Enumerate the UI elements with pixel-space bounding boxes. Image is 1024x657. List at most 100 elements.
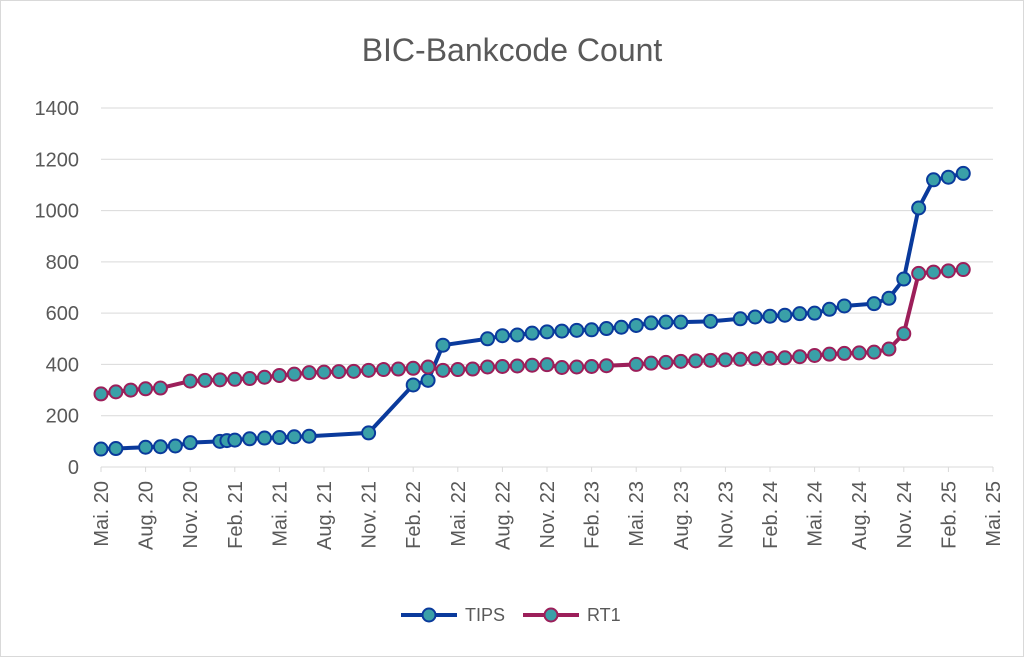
x-tick-label: Feb. 25: [938, 481, 960, 549]
y-tick-label: 1200: [35, 149, 80, 171]
data-point-rt1: [182, 373, 198, 389]
data-point-rt1: [152, 380, 168, 396]
x-tick-label: Nov. 20: [180, 481, 202, 548]
data-point-rt1: [747, 351, 763, 367]
data-point-rt1: [821, 346, 837, 362]
x-tick-label: Nov. 22: [537, 481, 559, 548]
x-tick-label: Aug. 20: [136, 481, 158, 550]
data-point-rt1: [227, 371, 243, 387]
data-point-tips: [405, 377, 421, 393]
data-point-rt1: [257, 369, 273, 385]
legend-marker-tips: [421, 607, 437, 623]
data-point-rt1: [271, 367, 287, 383]
data-point-rt1: [375, 362, 391, 378]
data-point-tips: [584, 322, 600, 338]
data-point-tips: [242, 431, 258, 447]
data-point-tips: [420, 372, 436, 388]
data-point-rt1: [480, 359, 496, 375]
legend-label-tips: TIPS: [465, 605, 505, 625]
data-point-tips: [643, 315, 659, 331]
y-tick-label: 400: [46, 354, 79, 376]
data-point-tips: [777, 307, 793, 323]
data-point-tips: [673, 314, 689, 330]
data-point-tips: [628, 317, 644, 333]
data-point-tips: [138, 439, 154, 455]
y-tick-label: 0: [68, 457, 79, 479]
data-point-rt1: [777, 350, 793, 366]
data-point-rt1: [390, 361, 406, 377]
data-point-tips: [762, 308, 778, 324]
data-point-rt1: [242, 371, 258, 387]
data-point-tips: [509, 327, 525, 343]
data-point-rt1: [643, 355, 659, 371]
data-point-tips: [108, 441, 124, 457]
data-point-rt1: [569, 359, 585, 375]
data-point-rt1: [836, 345, 852, 361]
data-point-tips: [494, 328, 510, 344]
data-point-tips: [955, 165, 971, 181]
data-point-rt1: [465, 361, 481, 377]
x-tick-label: Feb. 21: [225, 481, 247, 549]
data-point-tips: [286, 429, 302, 445]
data-point-tips: [182, 435, 198, 451]
data-point-tips: [598, 321, 614, 337]
data-point-rt1: [807, 347, 823, 363]
x-tick-label: Aug. 23: [671, 481, 693, 550]
data-point-tips: [227, 432, 243, 448]
data-point-rt1: [658, 354, 674, 370]
x-tick-label: Aug. 21: [314, 481, 336, 550]
data-point-rt1: [494, 358, 510, 374]
data-point-rt1: [926, 264, 942, 280]
data-point-rt1: [509, 358, 525, 374]
data-point-tips: [167, 438, 183, 454]
data-point-rt1: [286, 366, 302, 382]
data-point-rt1: [316, 364, 332, 380]
x-tick-label: Feb. 24: [760, 481, 782, 549]
legend-label-rt1: RT1: [587, 605, 621, 625]
data-point-rt1: [628, 356, 644, 372]
data-point-tips: [569, 322, 585, 338]
series-group: [93, 165, 971, 457]
data-point-rt1: [108, 384, 124, 400]
data-point-tips: [821, 301, 837, 317]
y-tick-label: 800: [46, 252, 79, 274]
data-point-rt1: [911, 265, 927, 281]
data-point-tips: [792, 306, 808, 322]
data-point-tips: [896, 271, 912, 287]
data-point-rt1: [554, 360, 570, 376]
x-tick-label: Aug. 24: [849, 481, 871, 550]
data-point-rt1: [331, 364, 347, 380]
data-point-tips: [940, 169, 956, 185]
data-point-rt1: [524, 357, 540, 373]
x-tick-label: Feb. 22: [403, 481, 425, 549]
data-point-rt1: [940, 263, 956, 279]
data-point-tips: [807, 305, 823, 321]
data-point-tips: [613, 319, 629, 335]
data-point-rt1: [435, 362, 451, 378]
data-point-rt1: [866, 344, 882, 360]
data-point-tips: [747, 309, 763, 325]
y-tick-label: 1000: [35, 201, 80, 223]
data-point-tips: [658, 314, 674, 330]
data-point-rt1: [123, 382, 139, 398]
x-tick-label: Mai. 20: [91, 481, 113, 547]
data-point-tips: [836, 298, 852, 314]
data-point-rt1: [792, 349, 808, 365]
x-tick-label: Nov. 21: [359, 481, 381, 548]
data-point-rt1: [346, 363, 362, 379]
data-point-rt1: [717, 352, 733, 368]
data-point-rt1: [197, 372, 213, 388]
data-point-tips: [554, 323, 570, 339]
data-point-rt1: [896, 326, 912, 342]
data-point-rt1: [93, 386, 109, 402]
x-tick-label: Mai. 22: [448, 481, 470, 547]
x-tick-label: Feb. 23: [582, 481, 604, 549]
data-point-tips: [301, 428, 317, 444]
legend-marker-rt1: [543, 607, 559, 623]
x-axis: Mai. 20 Aug. 20 Nov. 20 Feb. 21 Mai. 21 Aug. …: [91, 467, 1005, 550]
data-point-rt1: [138, 381, 154, 397]
data-point-tips: [93, 441, 109, 457]
data-point-tips: [732, 311, 748, 327]
